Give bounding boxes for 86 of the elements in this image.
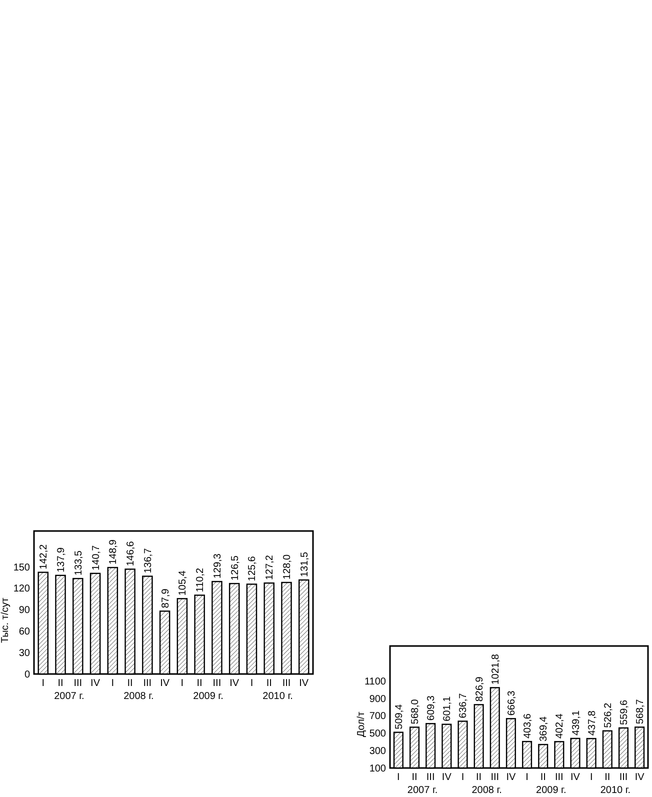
text: 2008 г. [472,785,502,796]
y-tick-label: 120 [13,584,30,595]
data-label: 509,4 [394,704,405,730]
x-tick-label: I [250,678,254,689]
x-tick-label: IV [442,772,452,783]
y-tick-label: 300 [369,746,386,758]
x-tick-label: I [111,678,114,689]
x-tick-label: IV [230,678,240,689]
data-label: 1021,8 [490,654,502,685]
y-tick-label: 60 [18,626,30,638]
y-axis-title: Дол/т [356,711,367,738]
text: 2008 г. [124,691,154,702]
text: 2009 г. [536,785,566,796]
text: 2007 г. [407,785,438,796]
x-tick-label: III [212,678,222,689]
data-label: 148,9 [108,539,120,565]
x-tick-label: II [540,772,546,783]
data-label: 826,9 [474,676,486,702]
data-label: 439,1 [570,710,582,736]
x-tick-label: IV [506,772,516,783]
x-tick-label: II [58,678,64,689]
x-tick-label: I [526,772,528,783]
x-tick-label: I [180,678,184,689]
y-tick-label: 0 [24,670,30,680]
data-label: 403,6 [522,713,534,739]
data-label: 666,3 [506,690,518,716]
x-tick-label: II [196,678,202,689]
y-tick-label: 90 [18,605,30,616]
y-axis-title: Тыс. т/сут [0,597,11,644]
data-label: 559,6 [618,699,630,725]
x-tick-label: III [143,678,152,689]
x-tick-label: IV [570,772,580,783]
data-label: 601,1 [442,696,454,722]
x-tick-label: III [619,772,628,783]
x-tick-label: I [461,772,464,783]
data-label: 125,6 [247,556,258,582]
x-tick-label: IV [160,678,170,689]
data-label: 609,3 [426,695,438,721]
text: 2009 г. [193,691,224,702]
data-label: 127,2 [264,554,276,580]
data-label: 136,7 [142,548,154,574]
data-label: 402,4 [554,713,566,739]
y-tick-label: 900 [369,694,386,705]
data-label: 128,0 [282,554,293,580]
data-label: 137,9 [56,546,68,572]
x-tick-label: III [426,772,435,783]
x-tick-label: III [74,678,82,689]
x-tick-label: IV [634,772,645,783]
y-tick-label: 150 [13,562,30,574]
data-label: 133,5 [73,550,84,576]
data-label: 568,0 [410,698,422,724]
data-label: 526,2 [602,702,614,728]
data-label: 126,5 [230,555,241,581]
y-tick-label: 30 [18,648,30,660]
x-tick-label: IV [299,678,309,689]
y-tick-label: 1100 [364,676,386,688]
y-tick-label: 100 [369,764,386,774]
data-label: 146,6 [126,540,137,566]
data-label: 105,4 [178,570,189,596]
x-tick-label: I [42,678,45,689]
data-label: 110,2 [195,567,206,592]
x-tick-label: III [555,772,564,783]
x-tick-label: II [127,678,133,689]
y-tick-label: 500 [369,728,386,740]
x-tick-label: I [397,772,400,783]
text: 2010 г. [600,785,631,796]
data-label: 636,7 [458,692,470,718]
x-tick-label: I [590,772,593,783]
data-label: 129,3 [212,553,224,579]
text: 2010 г. [262,691,293,702]
x-tick-label: II [476,772,482,783]
x-tick-label: II [412,772,418,783]
x-tick-label: III [490,772,500,783]
x-tick-label: IV [90,678,100,689]
x-tick-label: III [282,678,291,689]
data-label: 87,9 [160,588,172,608]
text: 2007 г. [54,691,84,702]
data-label: 142,2 [38,544,50,570]
data-label: 437,8 [586,710,598,736]
y-tick-label: 700 [369,711,386,722]
data-label: 568,7 [635,698,646,724]
data-label: 131,5 [299,552,310,577]
x-tick-label: II [604,772,610,783]
x-tick-label: II [266,678,272,689]
data-label: 369,4 [538,716,550,742]
data-label: 140,7 [90,544,102,570]
